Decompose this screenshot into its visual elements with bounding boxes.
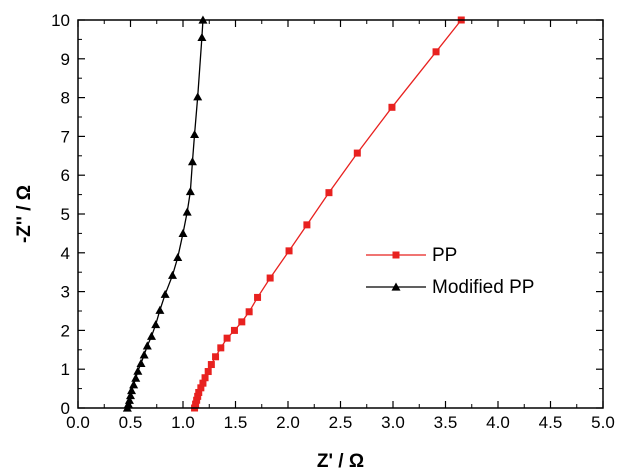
data-point-modified-pp (133, 366, 143, 375)
data-point-pp (192, 400, 200, 408)
legend-label: Modified PP (432, 277, 534, 298)
x-tick-label: 0.0 (66, 413, 90, 432)
x-tick-label: 4.5 (539, 413, 563, 432)
data-point-modified-pp (142, 341, 152, 350)
data-point-modified-pp (139, 350, 149, 359)
data-point-modified-pp (182, 207, 192, 216)
tick-labels: 0.0 0.5 1.0 1.5 2.0 2.5 3.0 3.5 4.0 4.5 5.0 0 1 2 3 4 5 6… (51, 11, 615, 432)
data-point-pp (194, 392, 202, 400)
x-tick-label: 3.5 (434, 413, 458, 432)
legend-item-pp: PP (366, 245, 457, 266)
legend-label: PP (432, 245, 457, 266)
y-axis-title: -Z'' / Ω (14, 185, 35, 243)
data-point-modified-pp (160, 289, 170, 298)
data-point-pp (325, 189, 333, 197)
data-point-pp (254, 293, 262, 301)
y-tick-label: 5 (61, 205, 70, 224)
data-point-pp (193, 396, 201, 404)
data-point-pp (353, 149, 361, 157)
data-point-pp (388, 103, 396, 111)
data-point-pp (197, 384, 205, 392)
y-tick-label: 9 (61, 50, 70, 69)
data-point-modified-pp (124, 395, 134, 404)
legend-item-modified-pp: Modified PP (366, 277, 534, 298)
x-tick-label: 2.0 (276, 413, 300, 432)
x-tick-label: 1.5 (224, 413, 248, 432)
data-point-modified-pp (178, 228, 188, 237)
legend-marker (391, 282, 401, 291)
legend-marker (392, 251, 400, 259)
y-tick-label: 3 (61, 283, 70, 302)
legend: PP Modified PP (366, 245, 534, 298)
data-point-modified-pp (129, 380, 139, 389)
y-tick-label: 7 (61, 127, 70, 146)
data-point-pp (217, 344, 225, 352)
y-tick-label: 1 (61, 360, 70, 379)
data-point-pp (204, 368, 212, 376)
x-tick-label: 5.0 (591, 413, 615, 432)
data-point-pp (266, 274, 274, 282)
data-point-pp (212, 353, 220, 361)
series-pp (191, 16, 465, 412)
data-point-modified-pp (151, 320, 161, 329)
y-tick-label: 0 (61, 399, 70, 418)
y-tick-label: 6 (61, 166, 70, 185)
data-point-pp (432, 48, 440, 56)
y-tick-label: 8 (61, 89, 70, 108)
data-point-modified-pp (193, 92, 203, 101)
data-point-pp (201, 374, 209, 382)
series-line-modified-pp (126, 19, 204, 409)
data-point-pp (223, 334, 231, 342)
tick-marks (77, 19, 604, 409)
data-point-modified-pp (190, 129, 200, 139)
plot-frame (77, 19, 604, 409)
x-tick-label: 4.0 (486, 413, 510, 432)
data-point-modified-pp (126, 391, 135, 400)
y-tick-label: 4 (61, 244, 70, 263)
series-layer (122, 15, 465, 412)
series-line-pp (193, 19, 462, 409)
x-tick-label: 0.5 (119, 413, 143, 432)
data-point-modified-pp (147, 331, 156, 340)
data-point-modified-pp (197, 32, 207, 42)
data-point-pp (199, 379, 207, 387)
data-point-modified-pp (136, 358, 146, 367)
data-point-modified-pp (127, 386, 137, 395)
data-point-modified-pp (185, 186, 195, 196)
x-axis-title: Z' / Ω (317, 451, 364, 472)
data-point-pp (230, 326, 238, 334)
data-point-pp (195, 388, 203, 396)
data-point-pp (285, 247, 293, 255)
data-point-pp (207, 361, 215, 369)
data-point-pp (245, 308, 253, 316)
data-point-pp (303, 221, 311, 229)
data-point-modified-pp (168, 270, 177, 279)
y-tick-label: 2 (61, 321, 70, 340)
x-tick-label: 2.5 (329, 413, 353, 432)
series-modified-pp (122, 15, 208, 412)
y-tick-label: 10 (51, 11, 70, 30)
x-tick-label: 3.0 (381, 413, 405, 432)
data-point-modified-pp (187, 157, 197, 166)
data-point-modified-pp (131, 373, 141, 382)
data-point-modified-pp (173, 252, 183, 262)
data-point-pp (238, 318, 246, 326)
x-tick-label: 1.0 (171, 413, 195, 432)
data-point-modified-pp (155, 305, 165, 314)
